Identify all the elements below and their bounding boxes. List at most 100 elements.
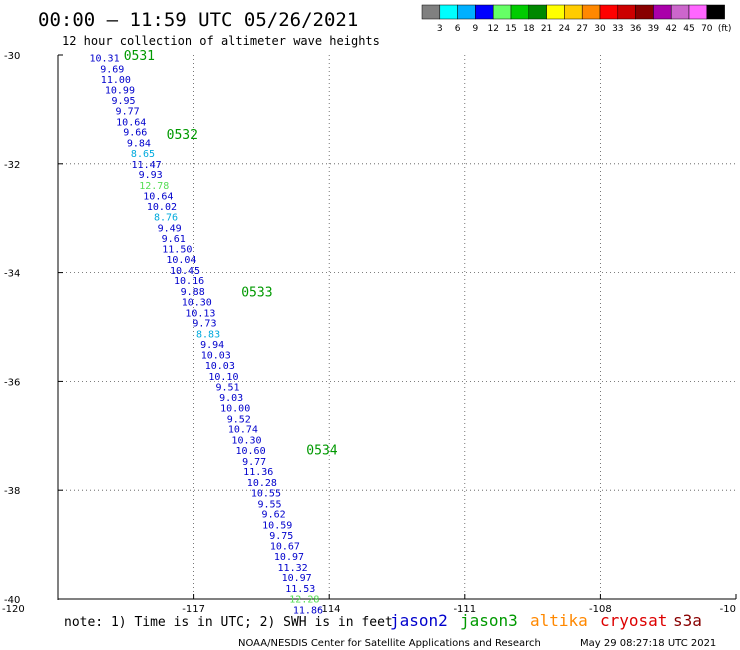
lat-tick-label: -34: [4, 269, 20, 280]
scale-label: 27: [576, 24, 587, 34]
wave-height-reading: 9.49: [158, 223, 182, 234]
lon-tick-label: -120: [2, 604, 25, 615]
pass-time-label: 0534: [306, 443, 337, 458]
scale-swatch: [688, 4, 708, 20]
scale-swatch: [635, 4, 654, 20]
scale-label: 45: [683, 24, 694, 34]
wave-height-reading: 9.51: [215, 382, 239, 393]
wave-height-reading: 10.13: [185, 308, 215, 319]
wave-height-reading: 11.53: [285, 584, 315, 595]
scale-swatch: [653, 4, 672, 20]
lat-tick-label: -32: [4, 160, 20, 171]
lat-tick-label: -36: [4, 377, 20, 388]
scale-swatch: [528, 4, 547, 20]
wave-height-reading: 9.77: [116, 106, 140, 117]
note-text: note: 1) Time is in UTC; 2) SWH is in fe…: [64, 615, 393, 630]
wave-height-reading: 9.75: [269, 531, 293, 542]
wave-height-reading: 9.61: [162, 234, 186, 245]
pass-time-label: 0532: [167, 128, 198, 143]
wave-height-reading: 10.02: [147, 202, 177, 213]
satellite-legend: jason2 jason3 altika cryosat s3a: [390, 611, 702, 630]
legend-s3a: s3a: [673, 611, 702, 630]
wave-height-reading: 11.32: [278, 563, 308, 574]
scale-label: 6: [455, 24, 461, 34]
scale-swatch: [617, 4, 636, 20]
lon-tick-label: -114: [318, 604, 341, 615]
legend-jason3: jason3: [460, 611, 518, 630]
lon-tick-label: -10: [720, 604, 736, 615]
wave-height-reading: 10.99: [105, 85, 135, 96]
wave-height-reading: 11.36: [243, 467, 273, 478]
scale-label: 36: [630, 24, 642, 34]
scale-swatch: [492, 4, 512, 20]
wave-height-reading: 10.30: [231, 436, 261, 447]
scale-label: 21: [541, 24, 552, 34]
wave-height-reading: 10.60: [235, 446, 265, 457]
wave-height-reading: 10.97: [274, 552, 304, 563]
wave-height-reading: 9.66: [123, 128, 147, 139]
lon-tick-label: -108: [589, 604, 612, 615]
pass-time-label: 0531: [124, 49, 155, 64]
scale-swatch: [599, 4, 619, 20]
wave-height-reading: 9.62: [262, 510, 286, 521]
lat-tick-label: -30: [4, 51, 20, 62]
wave-height-reading: 10.45: [170, 266, 200, 277]
legend-cryosat: cryosat: [600, 611, 667, 630]
wave-height-reading: 10.74: [228, 425, 258, 436]
scale-label: 12: [487, 24, 498, 34]
wave-height-reading: 10.97: [282, 573, 312, 584]
wave-height-reading: 9.55: [257, 499, 281, 510]
wave-height-reading: 10.59: [262, 520, 292, 531]
wave-height-reading: 10.30: [182, 297, 212, 308]
scale-swatch: [457, 4, 476, 20]
wave-height-reading: 10.03: [205, 361, 235, 372]
scale-swatch: [439, 4, 458, 20]
timestamp-text: May 29 08:27:18 UTC 2021: [580, 638, 716, 649]
credit-text: NOAA/NESDIS Center for Satellite Applica…: [238, 638, 541, 649]
wave-height-reading: 10.03: [201, 351, 231, 362]
scale-label: 30: [594, 24, 606, 34]
wave-height-reading: 11.47: [132, 160, 162, 171]
scale-swatch: [421, 4, 441, 20]
scale-swatch: [564, 4, 583, 20]
wave-height-reading: 9.84: [127, 139, 151, 150]
wave-height-reading: 10.28: [247, 478, 277, 489]
scale-label: 33: [612, 24, 623, 34]
color-scale: 3 6 9 12 15 18 21 24 27 30 33 36 39 42 45 70 (ft): [421, 4, 732, 34]
wave-height-reading: 9.95: [111, 96, 135, 107]
wave-height-reading: 10.55: [251, 488, 281, 499]
wave-height-reading: 9.88: [181, 287, 205, 298]
page-subtitle: 12 hour collection of altimeter wave hei…: [62, 34, 380, 48]
scale-label: 15: [505, 24, 516, 34]
legend-altika: altika: [530, 611, 588, 630]
wave-height-reading: 11.50: [162, 245, 192, 256]
wave-height-reading: 9.93: [139, 170, 163, 181]
axis-ticks: -30 -32 -34 -36 -38 -40-120 -117 -114 -111 -108 -1…: [2, 51, 737, 615]
lon-tick-label: -117: [182, 604, 205, 615]
wave-height-reading: 10.00: [220, 404, 250, 415]
wave-height-reading: 10.10: [208, 372, 238, 383]
wave-height-reading: 10.31: [90, 54, 120, 65]
wave-height-reading: 10.67: [270, 542, 300, 553]
scale-label: 9: [473, 24, 479, 34]
map-area: -30 -32 -34 -36 -38 -40-120 -117 -114 -111 -108 -1…: [2, 49, 737, 616]
wave-height-reading: 10.64: [143, 191, 173, 202]
legend-jason2: jason2: [390, 611, 448, 630]
wave-height-reading: 12.78: [139, 181, 169, 192]
wave-height-reading: 9.73: [192, 319, 216, 330]
wave-height-reading: 12.28: [289, 594, 319, 605]
scale-label: (ft): [718, 24, 732, 34]
scale-swatch: [546, 4, 565, 20]
scale-swatch: [510, 4, 530, 20]
wave-height-reading: 10.16: [174, 276, 204, 287]
wave-height-reading: 11.86: [293, 605, 323, 616]
wave-height-reading: 11.00: [101, 75, 131, 86]
wave-height-reading: 10.64: [116, 117, 146, 128]
scale-label: 42: [665, 24, 676, 34]
wave-height-reading: 9.94: [200, 340, 224, 351]
wave-height-reading: 10.04: [166, 255, 196, 266]
scale-label: 18: [523, 24, 535, 34]
scale-swatch: [475, 4, 494, 20]
wave-height-reading: 9.52: [227, 414, 251, 425]
